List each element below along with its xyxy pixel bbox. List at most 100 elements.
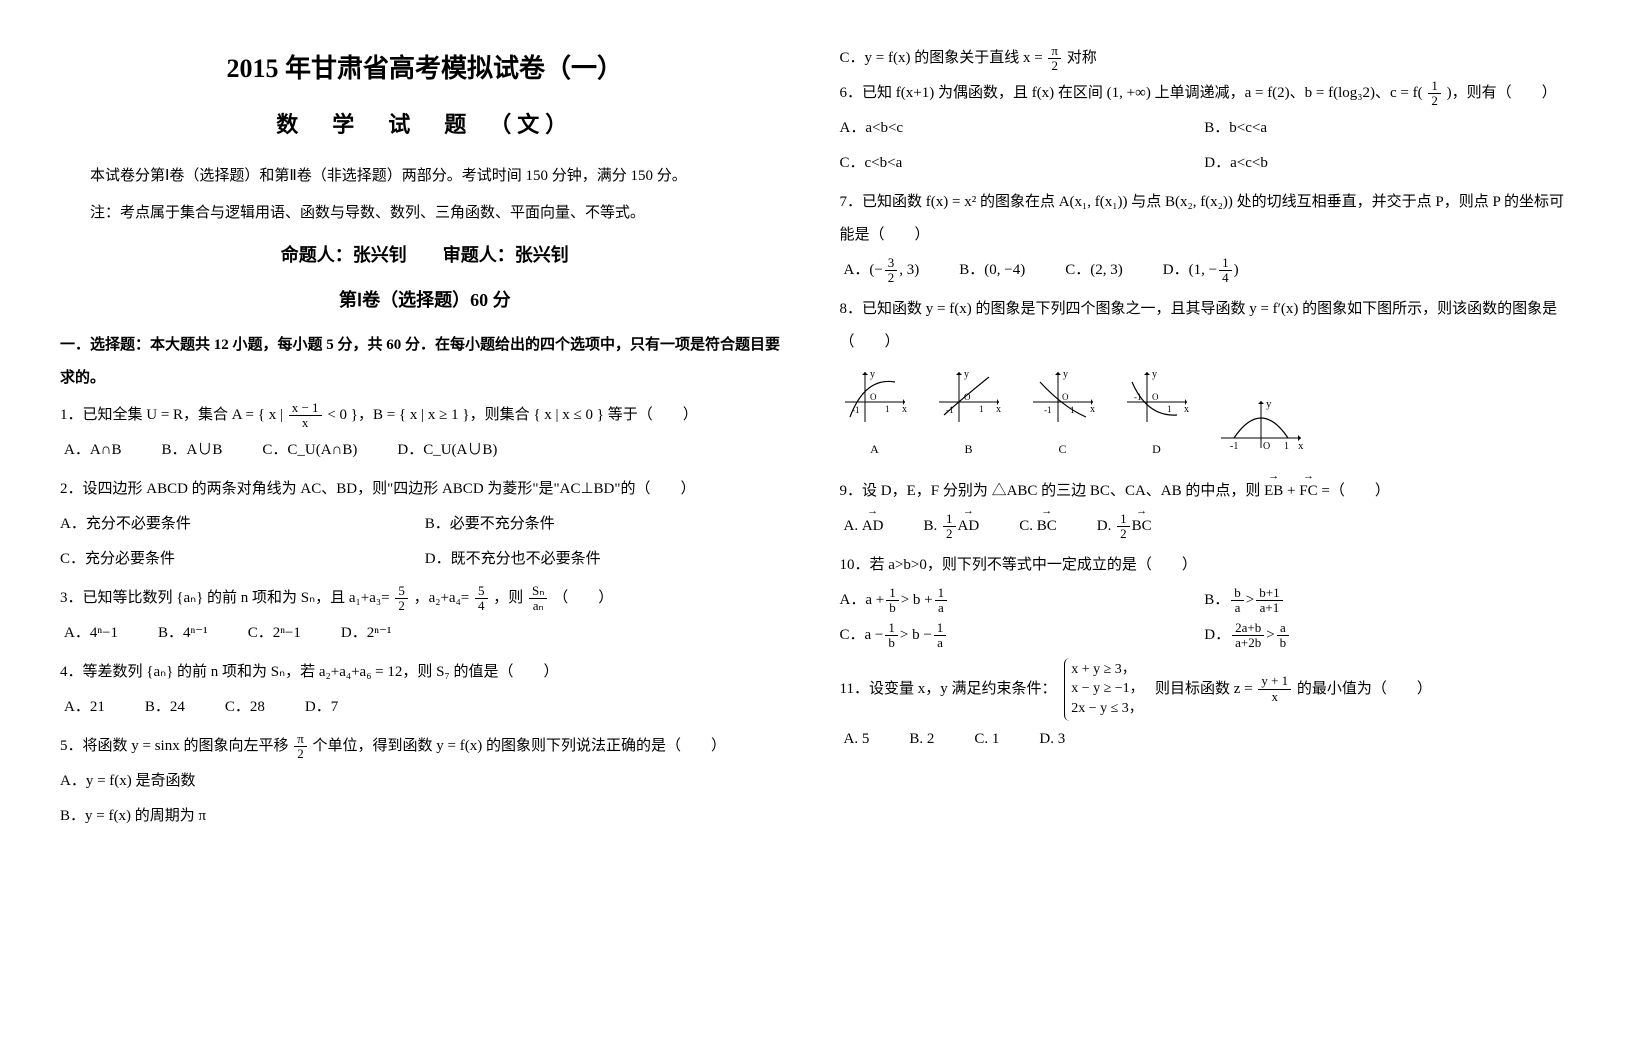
q6-C: C．c<b<a [840, 147, 1205, 180]
q7-B: B．(0, −4) [959, 254, 1025, 287]
q2: 2．设四边形 ABCD 的两条对角线为 AC、BD，则"四边形 ABCD 为菱形… [60, 473, 790, 506]
q1-A: A．A∩B [64, 434, 122, 467]
q11-c: 的最小值为（ ） [1297, 681, 1432, 697]
q2-C: C．充分必要条件 [60, 543, 425, 576]
q11-b: 则目标函数 z = [1155, 681, 1253, 697]
q11-brace: x + y ≥ 3， x − y ≥ −1， 2x − y ≤ 3， [1064, 658, 1143, 721]
q2-B: B．必要不充分条件 [425, 508, 790, 541]
part1-title: 第Ⅰ卷（选择题）60 分 [60, 281, 790, 321]
q3-pre: 3．已知等比数列 {aₙ} 的前 n 项和为 Sₙ，且 a₁+a₃= [60, 590, 390, 606]
q5-a: 5．将函数 y = sinx 的图象向左平移 [60, 738, 288, 754]
q3-post: ，则 [493, 590, 523, 606]
q1: 1．已知全集 U = R，集合 A = { x | x − 1x < 0 }，B… [60, 399, 790, 432]
svg-text:1: 1 [885, 404, 890, 414]
q3-C: C．2ⁿ−1 [248, 617, 301, 650]
graph-d-icon: -1O1xy [1122, 367, 1192, 427]
svg-text:y: y [1063, 369, 1068, 380]
q7-A: A．(−32, 3) [844, 254, 920, 287]
q11-D: D. 3 [1039, 723, 1065, 756]
graph-a-icon: -1 O1 x y [840, 367, 910, 427]
svg-text:y: y [870, 369, 875, 380]
q2-D: D．既不充分也不必要条件 [425, 543, 790, 576]
svg-text:1: 1 [1167, 404, 1172, 414]
q3-B: B．4ⁿ⁻¹ [158, 617, 208, 650]
q9: 9．设 D，E，F 分别为 △ABC 的三边 BC、CA、AB 的中点，则 EB… [840, 475, 1570, 508]
svg-text:x: x [996, 404, 1001, 415]
q6-A: A．a<b<c [840, 112, 1205, 145]
svg-text:O: O [1152, 392, 1159, 402]
svg-text:-1: -1 [1134, 392, 1142, 402]
svg-text:-1: -1 [1230, 441, 1238, 452]
svg-text:1: 1 [1070, 405, 1075, 415]
q1-stem-b: < 0 }，B = { x | x ≥ 1 }，则集合 { x | x ≤ 0 … [327, 407, 697, 423]
svg-text:x: x [1184, 404, 1189, 415]
q5-B: B．y = f(x) 的周期为 π [60, 800, 790, 833]
q3-tail: （ ） [553, 590, 613, 606]
q3-A: A．4ⁿ−1 [64, 617, 118, 650]
q10: 10．若 a>b>0，则下列不等式中一定成立的是（ ） [840, 549, 1570, 582]
q4-A: A．21 [64, 691, 105, 724]
svg-text:-1: -1 [1044, 405, 1052, 415]
author-line: 命题人：张兴钊 审题人：张兴钊 [60, 236, 790, 276]
q8: 8．已知函数 y = f(x) 的图象是下列四个图象之一，且其导函数 y = f… [840, 293, 1570, 359]
main-title: 2015 年甘肃省高考模拟试卷（一） [60, 40, 790, 97]
svg-text:y: y [1266, 398, 1272, 410]
q6-B: B．b<c<a [1204, 112, 1569, 145]
svg-text:x: x [902, 404, 907, 415]
q5-b: 个单位，得到函数 y = f(x) 的图象则下列说法正确的是（ ） [313, 738, 726, 754]
svg-text:O: O [870, 392, 877, 402]
q1-opts: A．A∩B B．A∪B C．C_U(A∩B) D．C_U(A∪B) [60, 434, 790, 467]
q8-fig-fprime: -1O1xy [1216, 393, 1306, 462]
q4-B: B．24 [145, 691, 185, 724]
q7: 7．已知函数 f(x) = x² 的图象在点 A(x₁, f(x₁)) 与点 B… [840, 186, 1570, 252]
intro-1: 本试卷分第Ⅰ卷（选择题）和第Ⅱ卷（非选择题）两部分。考试时间 150 分钟，满分… [60, 160, 790, 193]
q7-opts: A．(−32, 3) B．(0, −4) C．(2, 3) D．(1, −14) [840, 254, 1570, 287]
q3-mid: ，a₂+a₄= [414, 590, 470, 606]
q10-C: C．a −1b> b −1a [840, 619, 1205, 652]
q3-D: D．2ⁿ⁻¹ [341, 617, 391, 650]
q11-C: C. 1 [974, 723, 999, 756]
q9-B: B. 12AD [924, 510, 980, 543]
q4: 4．等差数列 {aₙ} 的前 n 项和为 Sₙ，若 a₂+a₄+a₆ = 12，… [60, 656, 790, 689]
q9-EB: EB [1264, 475, 1283, 508]
section1-head: 一．选择题：本大题共 12 小题，每小题 5 分，共 60 分．在每小题给出的四… [60, 329, 790, 395]
svg-text:x: x [1090, 404, 1095, 415]
q10-A: A．a +1b> b +1a [840, 584, 1205, 617]
q8-figs: -1O1xy A -1O1xy B -1O1xy C -1O1xy D -1O1… [840, 367, 1570, 463]
q10-opts: A．a +1b> b +1a B．ba>b+1a+1 C．a −1b> b −1… [840, 584, 1570, 652]
svg-text:x: x [1298, 440, 1304, 452]
q8-fig-D: -1O1xy D [1122, 367, 1192, 463]
q9-A: A. AD [844, 510, 884, 543]
q11-A: A. 5 [844, 723, 870, 756]
q1-frac: x − 1x [289, 401, 322, 431]
q3-opts: A．4ⁿ−1 B．4ⁿ⁻¹ C．2ⁿ−1 D．2ⁿ⁻¹ [60, 617, 790, 650]
q9-C: C. BC [1019, 510, 1057, 543]
q8-fig-A: -1O1xy A [840, 367, 910, 463]
sub-title: 数 学 试 题 （文） [60, 101, 790, 149]
svg-text:y: y [964, 369, 969, 380]
graph-b-icon: -1O1xy [934, 367, 1004, 427]
svg-text:-1: -1 [946, 405, 954, 415]
q9-b: =（ ） [1321, 483, 1389, 499]
q11-a: 11．设变量 x，y 满足约束条件： [840, 681, 1057, 697]
q5-C: C．y = f(x) 的图象关于直线 x = π2 对称 [840, 42, 1570, 75]
q6: 6．已知 f(x+1) 为偶函数，且 f(x) 在区间 (1, +∞) 上单调递… [840, 77, 1570, 110]
graph-fprime-icon: -1O1xy [1216, 393, 1306, 453]
q4-C: C．28 [225, 691, 265, 724]
q1-stem-a: 1．已知全集 U = R，集合 A = { x | [60, 407, 287, 423]
q11-B: B. 2 [909, 723, 934, 756]
q5-A: A．y = f(x) 是奇函数 [60, 765, 790, 798]
svg-text:O: O [1062, 392, 1069, 402]
q7-C: C．(2, 3) [1065, 254, 1123, 287]
q11: 11．设变量 x，y 满足约束条件： x + y ≥ 3， x − y ≥ −1… [840, 658, 1570, 721]
q11-opts: A. 5 B. 2 C. 1 D. 3 [840, 723, 1570, 756]
graph-c-icon: -1 O1 x y [1028, 367, 1098, 427]
q7-D: D．(1, −14) [1163, 254, 1239, 287]
q10-B: B．ba>b+1a+1 [1204, 584, 1569, 617]
q6-opts: A．a<b<c B．b<c<a C．c<b<a D．a<c<b [840, 112, 1570, 180]
q2-A: A．充分不必要条件 [60, 508, 425, 541]
q8-fig-B: -1O1xy B [934, 367, 1004, 463]
q9-FC: FC [1299, 475, 1317, 508]
q9-a: 9．设 D，E，F 分别为 △ABC 的三边 BC、CA、AB 的中点，则 [840, 483, 1265, 499]
svg-text:-1: -1 [852, 405, 860, 415]
